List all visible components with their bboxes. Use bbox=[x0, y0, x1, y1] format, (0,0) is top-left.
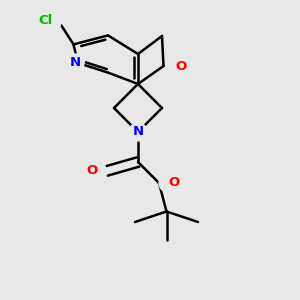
Circle shape bbox=[44, 12, 62, 30]
Text: N: N bbox=[69, 56, 81, 70]
Circle shape bbox=[159, 174, 177, 192]
Text: O: O bbox=[168, 176, 179, 190]
Text: N: N bbox=[132, 125, 144, 139]
Circle shape bbox=[167, 57, 184, 75]
Text: Cl: Cl bbox=[38, 14, 52, 28]
Text: O: O bbox=[176, 59, 187, 73]
Text: O: O bbox=[86, 164, 98, 178]
Circle shape bbox=[88, 162, 106, 180]
Circle shape bbox=[66, 54, 84, 72]
Circle shape bbox=[129, 123, 147, 141]
